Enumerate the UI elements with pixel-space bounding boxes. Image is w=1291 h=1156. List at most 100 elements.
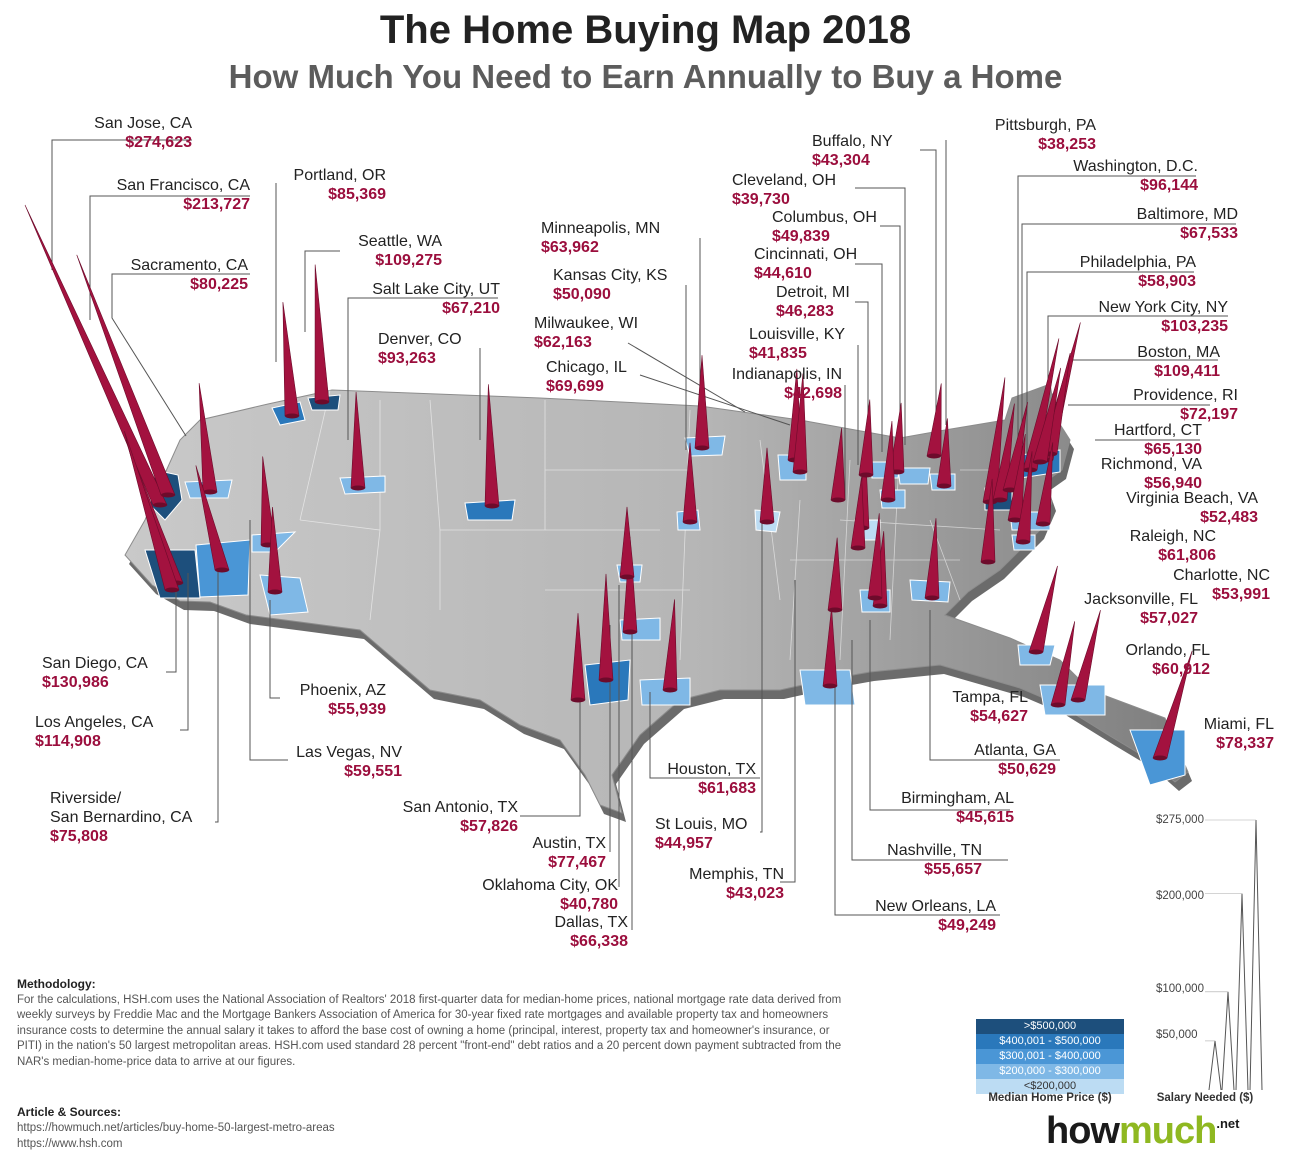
label-memphis: Memphis, TN $43,023 xyxy=(689,866,784,902)
label-sacramento: Sacramento, CA $80,225 xyxy=(130,257,248,293)
label-philadelphia: Philadelphia, PA $58,903 xyxy=(1079,254,1196,290)
label-miami: Miami, FL $78,337 xyxy=(1203,716,1274,752)
salary-spike xyxy=(926,383,942,457)
salary-spike-base xyxy=(823,683,837,689)
salary-spike-base xyxy=(161,492,175,498)
label-louisville: Louisville, KY $41,835 xyxy=(749,326,846,362)
label-virginia-beach: Virginia Beach, VA $52,483 xyxy=(1126,490,1258,526)
salary-spike-base xyxy=(683,519,697,525)
salary-spike-base xyxy=(285,413,299,419)
home-price-legend: >$500,000 $400,001 - $500,000 $300,001 -… xyxy=(976,1019,1124,1094)
salary-spike-base xyxy=(620,574,634,580)
label-san-diego: San Diego, CA $130,986 xyxy=(42,655,148,691)
salary-scale-title: Salary Needed ($) xyxy=(1156,1092,1254,1104)
salary-spike xyxy=(24,204,168,506)
label-salt-lake: Salt Lake City, UT $67,210 xyxy=(372,281,500,317)
scale-spike xyxy=(1208,1040,1222,1091)
scale-spike xyxy=(1249,819,1263,1091)
source-link[interactable]: https://howmuch.net/articles/buy-home-50… xyxy=(17,1122,335,1134)
page-title: The Home Buying Map 2018 xyxy=(379,8,912,52)
page-subtitle: How Much You Need to Earn Annually to Bu… xyxy=(228,58,1063,95)
label-san-francisco: San Francisco, CA $213,727 xyxy=(116,177,250,213)
salary-spike-base xyxy=(268,589,282,595)
label-raleigh: Raleigh, NC $61,806 xyxy=(1129,528,1216,564)
label-milwaukee: Milwaukee, WI $62,163 xyxy=(534,315,639,351)
salary-spike-base xyxy=(215,567,229,573)
salary-spike-base xyxy=(165,587,179,593)
label-cleveland: Cleveland, OH $39,730 xyxy=(732,172,837,208)
label-cincinnati: Cincinnati, OH $44,610 xyxy=(754,246,858,282)
salary-spike-base xyxy=(1016,539,1030,545)
legend-title: Median Home Price ($) xyxy=(988,1092,1112,1104)
label-denver: Denver, CO $93,263 xyxy=(378,331,462,367)
legend-tier: $200,000 - $300,000 xyxy=(976,1064,1124,1079)
label-indianapolis: Indianapolis, IN $42,698 xyxy=(731,366,842,402)
legend-tier: <$200,000 xyxy=(976,1079,1124,1094)
label-oklahoma-city: Oklahoma City, OK $40,780 xyxy=(482,877,618,913)
label-dallas: Dallas, TX $66,338 xyxy=(554,914,628,950)
source-link[interactable]: https://www.hsh.com xyxy=(17,1138,123,1150)
salary-spike-base xyxy=(571,697,585,703)
salary-spike-base xyxy=(1051,702,1065,708)
label-san-antonio: San Antonio, TX $57,826 xyxy=(402,799,518,835)
methodology-block: Methodology: For the calculations, HSH.c… xyxy=(17,977,857,1070)
label-san-jose: San Jose, CA $274,623 xyxy=(94,115,192,151)
salary-spike-base xyxy=(663,687,677,693)
howmuch-logo: howmuch.net xyxy=(1046,1110,1240,1152)
label-new-orleans: New Orleans, LA $49,249 xyxy=(875,898,996,934)
label-orlando: Orlando, FL $60,912 xyxy=(1125,642,1210,678)
salary-spike-base xyxy=(1036,521,1050,527)
methodology-heading: Methodology: xyxy=(17,977,96,991)
salary-spike-base xyxy=(1153,755,1167,761)
salary-spike-base xyxy=(793,469,807,475)
scale-spike xyxy=(1221,991,1235,1091)
salary-spike-base xyxy=(925,595,939,601)
salary-spike-base xyxy=(937,483,951,489)
salary-spike-base xyxy=(203,489,217,495)
salary-spike-base xyxy=(881,497,895,503)
salary-spike-base xyxy=(859,472,873,478)
label-baltimore: Baltimore, MD $67,533 xyxy=(1136,206,1238,242)
scale-tick: $200,000 xyxy=(1156,890,1204,902)
salary-spike-base xyxy=(851,545,865,551)
label-phoenix: Phoenix, AZ $55,939 xyxy=(299,682,386,718)
label-las-vegas: Las Vegas, NV $59,551 xyxy=(296,744,402,780)
salary-spike-base xyxy=(981,559,995,565)
label-minneapolis: Minneapolis, MN $63,962 xyxy=(541,220,661,256)
scale-tick: $275,000 xyxy=(1156,814,1204,826)
salary-spike-base xyxy=(695,445,709,451)
salary-spike-base xyxy=(485,503,499,509)
scale-tick: $50,000 xyxy=(1156,1029,1198,1041)
label-richmond: Richmond, VA $56,940 xyxy=(1100,456,1202,492)
map-land xyxy=(124,383,1189,814)
salary-spike-base xyxy=(153,502,167,508)
salary-spike-base xyxy=(315,399,329,405)
salary-spike xyxy=(282,302,300,417)
salary-spikes xyxy=(24,204,1193,761)
label-buffalo: Buffalo, NY $43,304 xyxy=(812,133,893,169)
label-pittsburgh: Pittsburgh, PA $38,253 xyxy=(994,117,1096,153)
methodology-text: For the calculations, HSH.com uses the N… xyxy=(17,993,842,1068)
label-houston: Houston, TX $61,683 xyxy=(667,761,756,797)
legend-tier: >$500,000 xyxy=(976,1019,1124,1034)
salary-spike-base xyxy=(927,453,941,459)
salary-spike-base xyxy=(351,485,365,491)
label-chicago: Chicago, IL $69,699 xyxy=(546,359,627,395)
label-nashville: Nashville, TN $55,657 xyxy=(887,842,982,878)
label-tampa: Tampa, FL $54,627 xyxy=(952,689,1028,725)
salary-spike-base xyxy=(1033,459,1047,465)
label-charlotte: Charlotte, NC $53,991 xyxy=(1173,567,1270,603)
sources-heading: Article & Sources: xyxy=(17,1105,122,1119)
legend-tier: $300,001 - $400,000 xyxy=(976,1049,1124,1064)
scale-spike xyxy=(1235,893,1249,1091)
label-boston: Boston, MA $109,411 xyxy=(1137,344,1220,380)
label-new-york: New York City, NY $103,235 xyxy=(1098,299,1228,335)
salary-spike xyxy=(314,264,330,403)
label-atlanta: Atlanta, GA $50,629 xyxy=(974,742,1056,778)
label-los-angeles: Los Angeles, CA $114,908 xyxy=(35,714,154,750)
label-austin: Austin, TX $77,467 xyxy=(532,835,606,871)
label-kansas-city: Kansas City, KS $50,090 xyxy=(553,267,668,303)
label-seattle: Seattle, WA $109,275 xyxy=(358,233,442,269)
label-birmingham: Birmingham, AL $45,615 xyxy=(901,790,1014,826)
